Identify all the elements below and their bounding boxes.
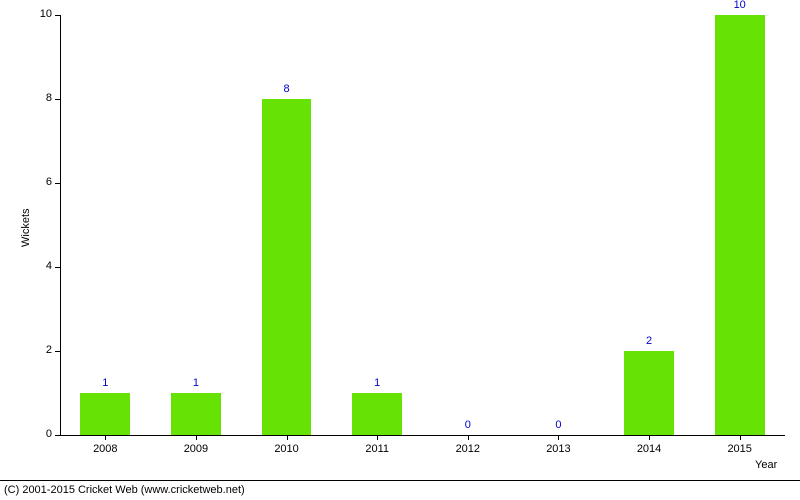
- bar-value-label: 0: [528, 419, 588, 431]
- footer-text: (C) 2001-2015 Cricket Web (www.cricketwe…: [4, 484, 245, 496]
- footer-divider: [0, 480, 800, 481]
- x-tick-label: 2012: [438, 443, 498, 455]
- x-tick: [377, 435, 378, 440]
- y-tick: [55, 183, 60, 184]
- y-tick-label: 4: [22, 260, 52, 272]
- x-tick-label: 2011: [347, 443, 407, 455]
- bar: [80, 393, 130, 435]
- chart-container: Wickets Year (C) 2001-2015 Cricket Web (…: [0, 0, 800, 500]
- x-axis-line: [60, 435, 785, 436]
- x-tick: [468, 435, 469, 440]
- bar-value-label: 0: [438, 419, 498, 431]
- y-tick: [55, 267, 60, 268]
- bar-value-label: 10: [710, 0, 770, 11]
- bar-value-label: 1: [166, 377, 226, 389]
- bar: [262, 99, 312, 435]
- bar-value-label: 2: [619, 335, 679, 347]
- plot-area: [60, 15, 785, 435]
- x-tick: [105, 435, 106, 440]
- x-tick: [558, 435, 559, 440]
- x-tick-label: 2008: [75, 443, 135, 455]
- bar: [352, 393, 402, 435]
- x-tick-label: 2013: [528, 443, 588, 455]
- y-tick-label: 8: [22, 92, 52, 104]
- x-tick: [287, 435, 288, 440]
- x-tick: [196, 435, 197, 440]
- y-axis-title: Wickets: [20, 209, 32, 248]
- y-tick-label: 6: [22, 176, 52, 188]
- bar: [715, 15, 765, 435]
- bar: [624, 351, 674, 435]
- y-tick: [55, 15, 60, 16]
- bar-value-label: 1: [75, 377, 135, 389]
- y-tick: [55, 435, 60, 436]
- x-tick: [649, 435, 650, 440]
- x-tick: [740, 435, 741, 440]
- y-tick: [55, 351, 60, 352]
- y-tick-label: 2: [22, 344, 52, 356]
- y-tick: [55, 99, 60, 100]
- x-tick-label: 2014: [619, 443, 679, 455]
- x-axis-title: Year: [755, 459, 777, 471]
- y-tick-label: 0: [22, 428, 52, 440]
- bar-value-label: 8: [257, 83, 317, 95]
- bar-value-label: 1: [347, 377, 407, 389]
- x-tick-label: 2010: [257, 443, 317, 455]
- y-tick-label: 10: [22, 8, 52, 20]
- bar: [171, 393, 221, 435]
- x-tick-label: 2009: [166, 443, 226, 455]
- y-axis-line: [60, 15, 61, 435]
- x-tick-label: 2015: [710, 443, 770, 455]
